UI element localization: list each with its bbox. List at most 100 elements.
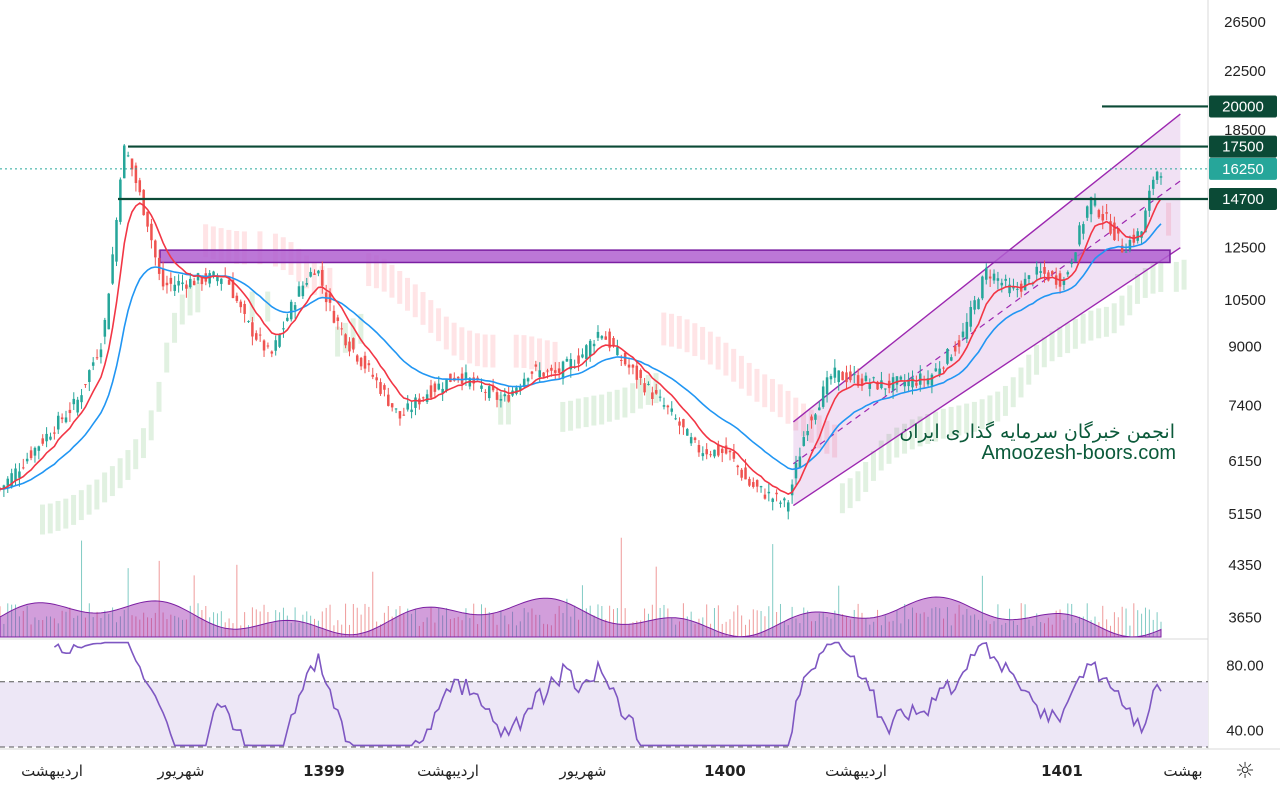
- cloud-segment: [754, 368, 760, 402]
- cloud-segment: [1041, 337, 1047, 368]
- candle-body: [662, 405, 666, 407]
- candle-body: [379, 382, 382, 394]
- candle-body: [445, 378, 448, 391]
- candle-body: [161, 269, 165, 287]
- settings-gear-icon[interactable]: ☼: [1235, 759, 1255, 784]
- candle-body: [519, 386, 522, 391]
- candle-body: [274, 340, 277, 351]
- cloud-segment: [669, 313, 675, 347]
- candle-body: [802, 437, 806, 446]
- cloud-segment: [172, 312, 178, 343]
- cloud-segment: [265, 291, 271, 322]
- candle-body: [383, 385, 386, 390]
- candle-body: [585, 345, 588, 360]
- cloud-segment: [241, 231, 247, 265]
- candle-body: [581, 354, 584, 358]
- cloud-segment: [1072, 318, 1078, 349]
- candle-body: [717, 444, 720, 456]
- cloud-segment: [234, 230, 240, 264]
- candle-body: [394, 408, 398, 410]
- channel-lower-line[interactable]: [792, 247, 1181, 507]
- candle-body: [612, 337, 615, 347]
- candle-body: [554, 370, 557, 373]
- cloud-segment: [63, 498, 69, 529]
- time-tick-label: شهریور: [157, 762, 205, 780]
- cloud-segment: [700, 326, 706, 360]
- candle-body: [309, 271, 312, 277]
- candle-body: [390, 403, 394, 408]
- candle-body: [10, 473, 13, 487]
- candle-body: [623, 352, 627, 365]
- candle-body: [130, 158, 134, 170]
- candle-body: [355, 355, 359, 362]
- cloud-segment: [940, 408, 946, 439]
- candle-body: [305, 283, 309, 285]
- price-tick-label: 5150: [1228, 506, 1261, 523]
- ema-fast-line: [0, 198, 1162, 495]
- candle-body: [119, 179, 122, 222]
- candle-body: [631, 364, 635, 368]
- candle-body: [421, 397, 425, 399]
- cloud-segment: [218, 228, 224, 261]
- candle-body: [456, 376, 460, 379]
- candle-body: [895, 376, 899, 385]
- rsi-pane: [0, 641, 1208, 748]
- price-levels[interactable]: [118, 105, 1208, 201]
- cloud-segment: [436, 308, 442, 342]
- candle-body: [728, 450, 732, 453]
- cloud-segment: [404, 277, 410, 311]
- candle-body: [604, 336, 607, 340]
- volume-pane: [0, 537, 1162, 638]
- cloud-segment: [902, 423, 908, 454]
- rsi-tick-label: 40.00: [1226, 723, 1264, 740]
- candle-body: [231, 279, 235, 299]
- price-tick-label: 22500: [1224, 63, 1266, 80]
- candle-body: [344, 334, 347, 346]
- time-tick-label: شهریور: [559, 762, 607, 780]
- candles: [0, 144, 1163, 520]
- cloud-segment: [933, 411, 939, 442]
- cloud-segment: [55, 500, 61, 531]
- candle-body: [938, 368, 941, 375]
- cloud-segment: [304, 255, 310, 289]
- candle-body: [647, 383, 650, 385]
- cloud-segment: [591, 395, 597, 426]
- candle-body: [68, 409, 72, 414]
- candle-body: [1016, 288, 1019, 290]
- cloud-segment: [109, 466, 115, 497]
- cloud-segment: [987, 395, 993, 426]
- cloud-segment: [870, 451, 876, 481]
- candle-body: [635, 365, 639, 380]
- candle-body: [561, 361, 565, 379]
- time-tick-label: 1400: [704, 762, 746, 780]
- cloud-segment: [490, 334, 496, 368]
- cloud-segment: [575, 398, 581, 429]
- candle-body: [880, 380, 883, 389]
- support-zone[interactable]: [159, 249, 1171, 264]
- cloud-segment: [420, 292, 426, 325]
- candle-body: [99, 349, 103, 358]
- candle-body: [429, 385, 433, 398]
- cloud-segment: [474, 333, 480, 367]
- candle-body: [744, 467, 747, 480]
- candle-body: [651, 392, 654, 399]
- candle-body: [996, 278, 1000, 281]
- candle-body: [833, 367, 837, 378]
- candle-body: [359, 357, 363, 367]
- cloud-segment: [226, 229, 232, 263]
- cloud-segment: [583, 397, 589, 428]
- candle-body: [29, 450, 33, 459]
- candle-body: [845, 372, 848, 383]
- cloud-segment: [995, 391, 1001, 422]
- cloud-segment: [1065, 323, 1071, 354]
- cloud-segment: [350, 318, 356, 349]
- candle-body: [557, 368, 561, 373]
- candle-body: [239, 301, 243, 308]
- candle-body: [600, 336, 604, 339]
- time-axis[interactable]: اردیبهشت شهریور 1399 اردیبهشت شهریور 1400 اردی…: [21, 762, 1203, 780]
- candle-body: [460, 373, 464, 384]
- candle-body: [49, 436, 52, 440]
- cloud-segment: [793, 397, 799, 431]
- candle-body: [425, 394, 429, 402]
